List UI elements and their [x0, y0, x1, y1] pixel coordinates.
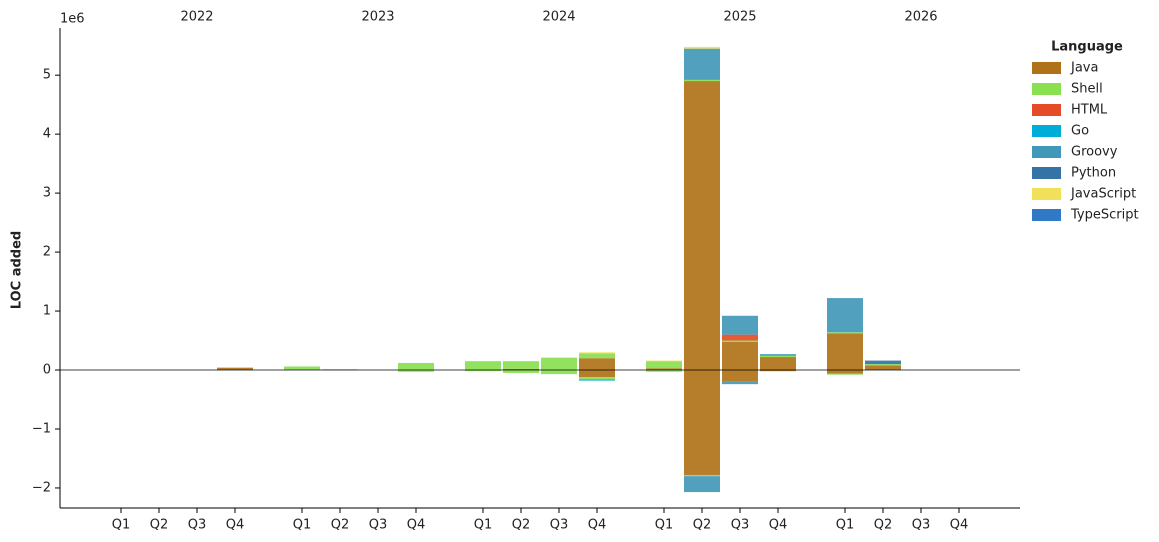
- legend-swatch: [1032, 83, 1061, 95]
- x-tick-label: Q3: [188, 518, 207, 533]
- x-tick-label: Q1: [836, 518, 855, 533]
- x-tick-label: Q1: [293, 518, 312, 533]
- x-tick-label: Q2: [331, 518, 350, 533]
- bar-segment: [865, 364, 901, 366]
- bar-segment: [865, 365, 901, 371]
- x-tick-label: Q4: [407, 518, 426, 533]
- group-label: 2024: [542, 10, 575, 25]
- y-tick-label: 4: [43, 127, 51, 142]
- bar-segment: [760, 355, 796, 358]
- x-tick-label: Q2: [512, 518, 531, 533]
- legend-label: HTML: [1071, 103, 1108, 118]
- x-tick-label: Q4: [769, 518, 788, 533]
- bar-segment: [579, 358, 615, 371]
- legend-swatch: [1032, 188, 1061, 200]
- legend-label: TypeScript: [1070, 208, 1139, 223]
- x-tick-label: Q1: [474, 518, 493, 533]
- y-tick-label: 3: [43, 186, 51, 201]
- bar-segment: [503, 361, 539, 369]
- bar-segment: [541, 357, 577, 371]
- x-tick-label: Q4: [588, 518, 607, 533]
- group-label: 2025: [723, 10, 756, 25]
- bar-segment: [503, 370, 539, 373]
- legend-swatch: [1032, 62, 1061, 74]
- bar-segment: [684, 46, 720, 49]
- bar-segment: [684, 48, 720, 80]
- bar-segment: [827, 373, 863, 375]
- x-tick-label: Q4: [226, 518, 245, 533]
- x-tick-label: Q3: [731, 518, 750, 533]
- y-tick-label: 2: [43, 245, 51, 260]
- bar-segment: [465, 370, 501, 372]
- bar-segment: [646, 361, 682, 369]
- legend-swatch: [1032, 125, 1061, 137]
- x-tick-label: Q2: [150, 518, 169, 533]
- bar-segment: [684, 79, 720, 82]
- bar-segment: [722, 341, 758, 371]
- legend-swatch: [1032, 209, 1061, 221]
- bar-segment: [217, 367, 253, 371]
- bar-segment: [503, 368, 539, 371]
- y-tick-label: 5: [43, 68, 51, 83]
- bar-segment: [760, 354, 796, 356]
- bar-segment: [722, 315, 758, 335]
- bar-segment: [579, 370, 615, 378]
- y-tick-label: 1: [43, 304, 51, 319]
- legend-swatch: [1032, 167, 1061, 179]
- legend-label: Shell: [1071, 82, 1103, 97]
- x-tick-label: Q4: [950, 518, 969, 533]
- legend-swatch: [1032, 104, 1061, 116]
- y-offset-label: 1e6: [60, 12, 85, 27]
- bar-segment: [760, 357, 796, 371]
- y-tick-label: −2: [32, 480, 51, 495]
- bar-segment: [760, 370, 796, 372]
- x-tick-label: Q1: [112, 518, 131, 533]
- y-tick-label: 0: [43, 363, 51, 378]
- legend-label: JavaScript: [1070, 187, 1136, 202]
- legend-label: Java: [1070, 61, 1098, 76]
- bar-segment: [684, 81, 720, 371]
- x-tick-label: Q3: [912, 518, 931, 533]
- legend-label: Go: [1071, 124, 1089, 139]
- legend-title: Language: [1051, 40, 1123, 55]
- bar-segment: [284, 366, 320, 371]
- x-tick-label: Q2: [693, 518, 712, 533]
- x-tick-label: Q2: [874, 518, 893, 533]
- bar-segment: [684, 476, 720, 493]
- bar-segment: [827, 333, 863, 371]
- x-tick-label: Q1: [655, 518, 674, 533]
- bar-segment: [722, 381, 758, 385]
- legend-label: Python: [1071, 166, 1116, 181]
- y-tick-label: −1: [32, 421, 51, 436]
- bar-segment: [646, 368, 682, 371]
- bar-segment: [398, 362, 434, 371]
- bar-segment: [827, 298, 863, 333]
- group-label: 2026: [904, 10, 937, 25]
- bar-segment: [579, 353, 615, 359]
- bar-segment: [684, 370, 720, 475]
- group-label: 2023: [361, 10, 394, 25]
- bar-segment: [827, 332, 863, 334]
- bar-segment: [865, 360, 901, 365]
- bar-segment: [722, 370, 758, 382]
- legend-swatch: [1032, 146, 1061, 158]
- bar-segment: [579, 352, 615, 354]
- x-tick-label: Q3: [550, 518, 569, 533]
- bar-segment: [722, 334, 758, 341]
- bar-segment: [722, 340, 758, 342]
- x-tick-label: Q3: [369, 518, 388, 533]
- bar-segment: [541, 370, 577, 375]
- bar-segment: [646, 370, 682, 372]
- bar-segment: [827, 370, 863, 374]
- bar-segment: [646, 360, 682, 362]
- group-label: 2022: [180, 10, 213, 25]
- legend-label: Groovy: [1071, 145, 1118, 160]
- bar-segment: [579, 377, 615, 380]
- bar-segment: [579, 379, 615, 381]
- bar-segment: [684, 474, 720, 477]
- bar-segment: [398, 370, 434, 372]
- y-axis-label: LOC added: [10, 231, 25, 309]
- bar-segment: [465, 361, 501, 371]
